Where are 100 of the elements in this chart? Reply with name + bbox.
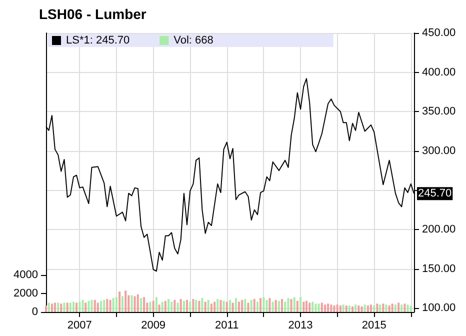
- bar: [287, 298, 290, 312]
- bar: [382, 304, 384, 312]
- bar: [168, 298, 170, 312]
- bar: [130, 295, 133, 312]
- bar: [400, 304, 403, 312]
- bar: [182, 300, 185, 312]
- bar: [214, 302, 216, 312]
- bar: [143, 297, 146, 312]
- bar: [241, 300, 244, 312]
- bar: [354, 304, 357, 312]
- bar: [161, 302, 164, 312]
- bar: [238, 302, 240, 312]
- bar: [300, 297, 302, 312]
- bar: [100, 300, 102, 312]
- bar: [76, 302, 78, 312]
- bar: [348, 305, 350, 312]
- bar: [327, 304, 330, 312]
- bar: [339, 305, 342, 312]
- bar: [391, 304, 394, 312]
- y-tick-label: 200.00: [422, 223, 456, 236]
- bar: [45, 305, 47, 312]
- x-tick-label: 2007: [67, 320, 92, 332]
- bar: [84, 302, 87, 312]
- bar: [174, 300, 176, 312]
- bar: [290, 298, 292, 312]
- bar: [57, 302, 60, 312]
- bar: [293, 297, 296, 312]
- bar: [262, 297, 265, 312]
- bar: [305, 300, 308, 312]
- bar: [366, 305, 369, 312]
- bar: [106, 298, 108, 312]
- bar: [394, 304, 396, 312]
- bar: [88, 300, 90, 312]
- y-tick-label: 150.00: [422, 262, 456, 275]
- bar: [388, 305, 390, 312]
- bar: [204, 302, 206, 312]
- x-tick-label: 2015: [362, 320, 386, 332]
- bar: [379, 304, 382, 312]
- bar: [247, 302, 250, 312]
- bar: [342, 304, 344, 312]
- bar: [260, 298, 262, 312]
- bar: [244, 298, 246, 312]
- bar: [376, 304, 378, 312]
- bar: [312, 302, 314, 312]
- bar: [318, 304, 320, 312]
- bar: [220, 300, 222, 312]
- bar: [278, 300, 280, 312]
- bar: [115, 297, 118, 312]
- bar: [385, 304, 388, 312]
- bar: [201, 298, 204, 312]
- bar: [406, 304, 409, 312]
- bar: [48, 302, 50, 312]
- y2-tick-label: 0: [32, 306, 38, 318]
- legend-label: Vol: 668: [174, 34, 214, 46]
- bar: [302, 302, 305, 312]
- bar: [222, 300, 225, 312]
- bar: [112, 298, 114, 312]
- x-tick-label: 2011: [215, 320, 239, 332]
- bar: [158, 304, 160, 312]
- bar: [195, 300, 198, 312]
- bar: [333, 305, 336, 312]
- bar: [398, 302, 400, 312]
- y2-tick-label: 4000: [14, 268, 38, 281]
- y-tick-label: 350.00: [422, 106, 456, 118]
- y-tick-label: 100.00: [422, 302, 456, 314]
- bar: [109, 300, 112, 312]
- bar: [54, 302, 56, 312]
- bar: [360, 306, 363, 312]
- bar: [96, 302, 99, 312]
- bar: [140, 298, 142, 312]
- bar: [192, 298, 194, 312]
- bar: [280, 298, 283, 312]
- x-tick-label: 2013: [288, 320, 313, 332]
- bar: [330, 304, 332, 312]
- y-tick-label: 400.00: [422, 66, 456, 78]
- bar: [320, 302, 323, 312]
- bar: [118, 292, 121, 312]
- bar: [256, 302, 259, 312]
- bar: [364, 304, 366, 312]
- bar: [121, 296, 124, 312]
- bar: [152, 300, 154, 312]
- bar: [373, 305, 376, 312]
- bar: [176, 302, 179, 312]
- bar: [250, 300, 252, 312]
- bar: [226, 302, 228, 312]
- bar: [296, 300, 298, 312]
- bar: [69, 302, 72, 312]
- bar: [370, 304, 372, 312]
- bar: [336, 304, 338, 312]
- bar: [352, 306, 354, 312]
- bar: [268, 298, 271, 312]
- bar: [234, 298, 237, 312]
- bar: [266, 300, 268, 312]
- bar: [149, 302, 152, 312]
- bar: [198, 300, 200, 312]
- bar: [94, 300, 96, 312]
- bar: [274, 300, 277, 312]
- bar: [66, 302, 68, 312]
- y-tick-label: 450.00: [422, 27, 456, 39]
- bar: [253, 298, 256, 312]
